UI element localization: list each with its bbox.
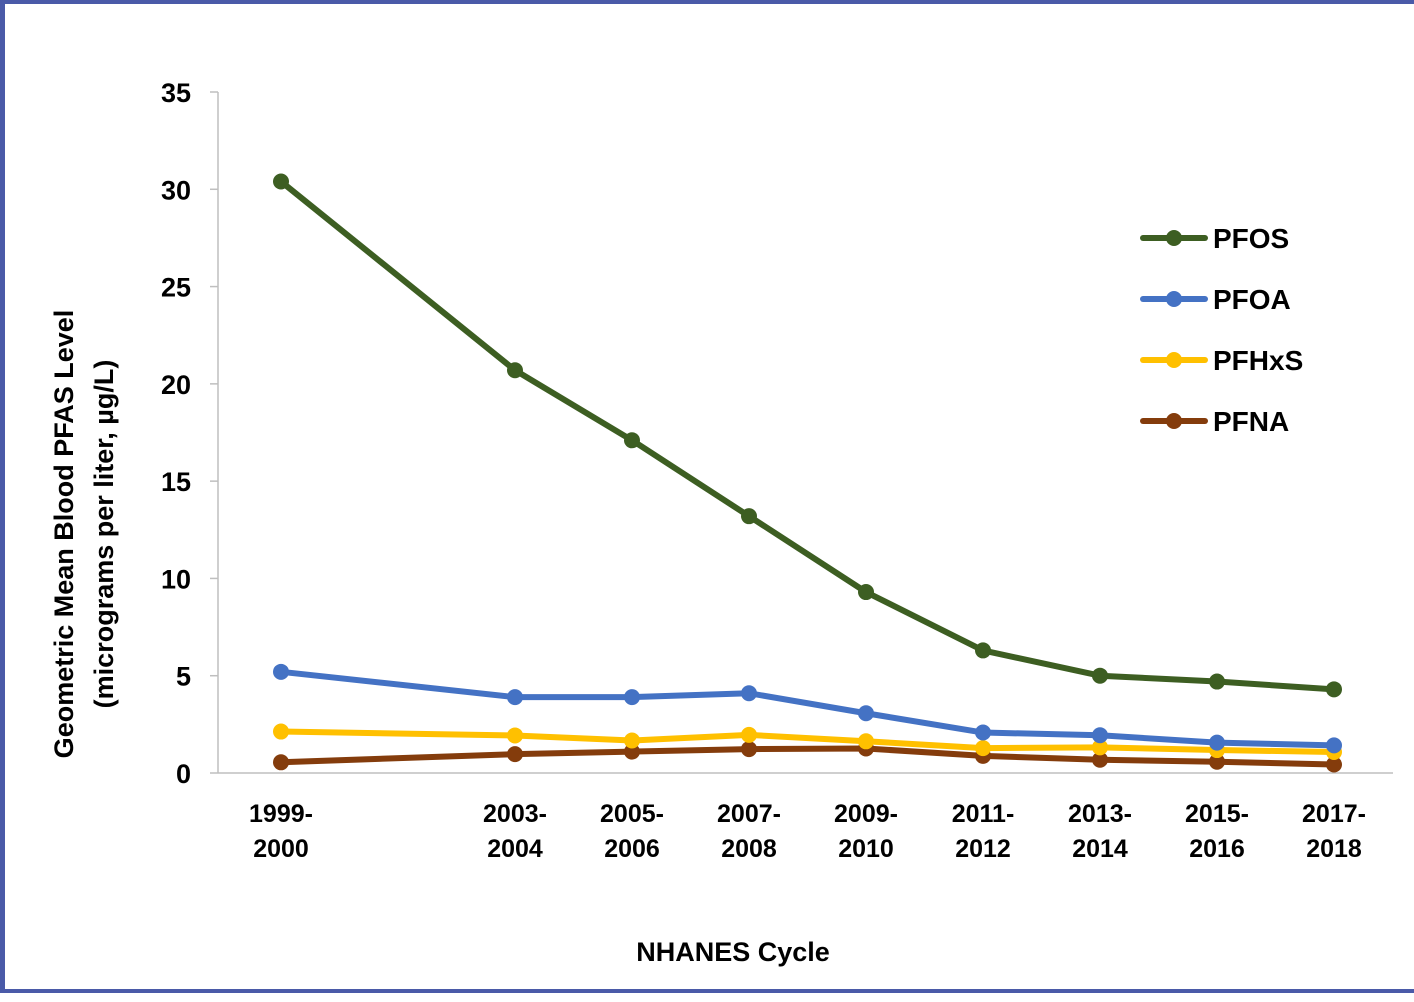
y-tick-label: 15 <box>161 467 191 497</box>
x-tick-label-line-2: 2004 <box>487 835 543 863</box>
x-axis-title: NHANES Cycle <box>636 937 830 967</box>
pfna-data-point <box>273 754 289 771</box>
x-tick-label-line-2: 2010 <box>838 835 894 863</box>
y-tick-label: 10 <box>161 564 191 594</box>
pfos-data-point <box>975 642 991 659</box>
pfna-data-point <box>507 746 523 763</box>
pfhxs-data-point <box>624 732 640 749</box>
x-axis: 1999- 2000 2003- 2004 2005- 2006 2007- 2008 2009… <box>218 772 1393 863</box>
pfoa-data-point <box>858 705 874 722</box>
pfna-data-point <box>624 743 640 760</box>
y-tick-label: 35 <box>161 78 191 108</box>
pfna-data-point <box>741 741 757 758</box>
pfhxs-data-point <box>975 740 991 757</box>
x-tick-label-line-1: 1999- <box>249 800 313 828</box>
x-tick-label-line-1: 2009- <box>834 800 898 828</box>
pfna-data-point <box>1209 753 1225 770</box>
pfos-data-point <box>1209 673 1225 690</box>
pfna-data-point <box>1092 751 1108 768</box>
x-tick-label-line-2: 2012 <box>955 835 1011 863</box>
pfoa-data-point <box>624 689 640 706</box>
pfhxs-data-point <box>1092 739 1108 756</box>
y-axis-title-line-2: (micrograms per liter, µg/L) <box>89 360 119 709</box>
legend-label-pfna: PFNA <box>1213 406 1289 437</box>
legend-label-pfhxs: PFHxS <box>1213 345 1303 376</box>
pfhxs-data-point <box>741 726 757 743</box>
legend-label-pfos: PFOS <box>1213 223 1289 254</box>
x-tick-label-line-1: 2013- <box>1068 800 1132 828</box>
pfos-data-point <box>858 584 874 601</box>
pfhxs-data-point <box>858 733 874 750</box>
pfos-data-point <box>741 508 757 525</box>
pfas-line-chart: 0 5 10 15 20 25 30 35 1999- 2000 2003- 2004 2005- 20… <box>49 78 1393 967</box>
series-lines <box>273 173 1342 773</box>
pfos-data-point <box>1092 667 1108 684</box>
legend-marker-pfna <box>1166 413 1182 429</box>
x-tick-label-line-1: 2011- <box>952 800 1015 828</box>
x-tick-label-line-2: 2000 <box>253 835 309 863</box>
pfoa-data-point <box>975 724 991 741</box>
pfos-data-point <box>273 173 289 190</box>
x-tick-label-line-1: 2017- <box>1302 800 1366 828</box>
x-tick-label-line-1: 2007- <box>717 800 781 828</box>
pfos-data-point <box>624 432 640 449</box>
pfos-data-point <box>1326 681 1342 698</box>
x-tick-label-line-2: 2018 <box>1306 835 1362 863</box>
x-tick-label-line-2: 2014 <box>1072 835 1128 863</box>
legend-marker-pfos <box>1166 230 1182 246</box>
pfoa-data-point <box>741 685 757 702</box>
legend-marker-pfhxs <box>1166 352 1182 368</box>
x-tick-label-line-2: 2008 <box>721 835 777 863</box>
pfna-data-point <box>1326 756 1342 773</box>
y-tick-label: 25 <box>161 273 191 303</box>
y-tick-label: 5 <box>176 662 191 692</box>
x-tick-label-line-1: 2005- <box>600 800 664 828</box>
x-tick-label-line-1: 2003- <box>483 800 547 828</box>
pfoa-data-point <box>273 663 289 680</box>
x-tick-label-line-1: 2015- <box>1185 800 1249 828</box>
pfoa-data-point <box>1092 727 1108 744</box>
legend-marker-pfoa <box>1166 291 1182 307</box>
pfhxs-data-point <box>273 723 289 740</box>
y-axis: 0 5 10 15 20 25 30 35 <box>161 78 219 789</box>
y-axis-title-line-1: Geometric Mean Blood PFAS Level <box>49 310 79 759</box>
y-tick-label: 30 <box>161 175 191 205</box>
pfos-data-point <box>507 362 523 379</box>
x-tick-label-line-2: 2006 <box>604 835 660 863</box>
y-tick-label: 0 <box>176 759 191 789</box>
pfoa-data-point <box>507 689 523 706</box>
legend-label-pfoa: PFOA <box>1213 284 1291 315</box>
pfhxs-data-point <box>507 727 523 744</box>
y-tick-label: 20 <box>161 370 191 400</box>
pfoa-data-point <box>1326 737 1342 754</box>
x-tick-label-line-2: 2016 <box>1189 835 1245 863</box>
legend: PFOS PFOA PFHxS PFNA <box>1140 223 1303 437</box>
pfos-series-line <box>278 178 1337 693</box>
pfoa-data-point <box>1209 734 1225 751</box>
